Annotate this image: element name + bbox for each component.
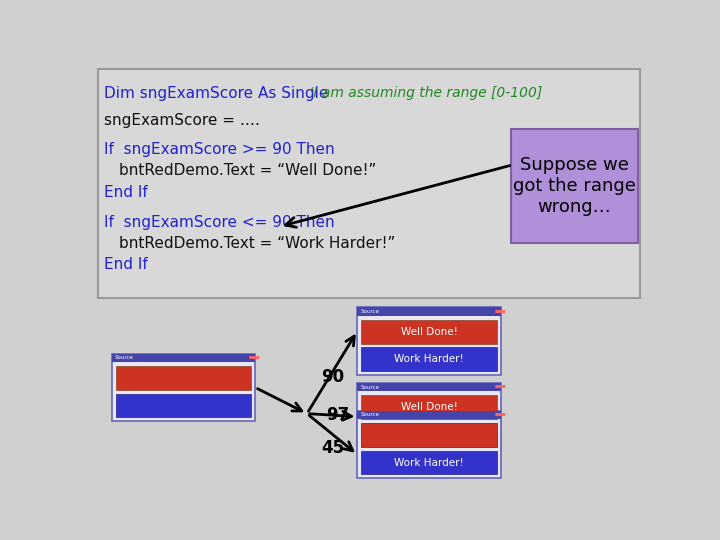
Text: Source: Source bbox=[361, 384, 379, 389]
Text: ■■■: ■■■ bbox=[495, 413, 506, 417]
Text: End If: End If bbox=[104, 257, 148, 272]
Text: Well Done!: Well Done! bbox=[400, 327, 457, 336]
Text: ■■■: ■■■ bbox=[249, 356, 261, 360]
FancyBboxPatch shape bbox=[361, 450, 497, 475]
Text: sngExamScore = ….: sngExamScore = …. bbox=[104, 112, 260, 127]
FancyBboxPatch shape bbox=[361, 423, 497, 447]
FancyBboxPatch shape bbox=[510, 129, 638, 244]
Text: ■■■: ■■■ bbox=[495, 309, 506, 314]
Text: Source: Source bbox=[361, 412, 379, 417]
FancyBboxPatch shape bbox=[361, 320, 497, 343]
FancyBboxPatch shape bbox=[361, 347, 497, 372]
FancyBboxPatch shape bbox=[361, 423, 497, 447]
FancyBboxPatch shape bbox=[112, 354, 255, 421]
Text: 90: 90 bbox=[321, 368, 344, 386]
Text: Work Harder!: Work Harder! bbox=[394, 457, 464, 468]
FancyBboxPatch shape bbox=[357, 307, 500, 375]
Text: Dim sngExamScore As Single: Dim sngExamScore As Single bbox=[104, 86, 333, 102]
FancyBboxPatch shape bbox=[357, 307, 500, 316]
Text: bntRedDemo.Text = “Work Harder!”: bntRedDemo.Text = “Work Harder!” bbox=[120, 236, 396, 251]
Text: ‘I am assuming the range [0-100]: ‘I am assuming the range [0-100] bbox=[310, 86, 543, 100]
FancyBboxPatch shape bbox=[357, 410, 500, 419]
Text: Source: Source bbox=[114, 355, 134, 360]
Text: Work Harder!: Work Harder! bbox=[394, 354, 464, 364]
Text: Well Done!: Well Done! bbox=[400, 402, 457, 412]
FancyBboxPatch shape bbox=[357, 410, 500, 478]
Text: ■■■: ■■■ bbox=[495, 385, 506, 389]
Text: Suppose we
got the range
wrong…: Suppose we got the range wrong… bbox=[513, 156, 636, 216]
Text: If  sngExamScore <= 90 Then: If sngExamScore <= 90 Then bbox=[104, 215, 335, 230]
FancyBboxPatch shape bbox=[98, 69, 640, 298]
Text: Source: Source bbox=[361, 309, 379, 314]
Text: 45: 45 bbox=[321, 439, 344, 457]
Text: 97: 97 bbox=[326, 406, 350, 424]
FancyBboxPatch shape bbox=[361, 395, 497, 419]
FancyBboxPatch shape bbox=[116, 394, 251, 417]
Text: bntRedDemo.Text = “Well Done!”: bntRedDemo.Text = “Well Done!” bbox=[120, 164, 377, 178]
Text: End If: End If bbox=[104, 185, 148, 200]
Text: If  sngExamScore >= 90 Then: If sngExamScore >= 90 Then bbox=[104, 142, 335, 157]
FancyBboxPatch shape bbox=[357, 383, 500, 450]
FancyBboxPatch shape bbox=[116, 366, 251, 390]
FancyBboxPatch shape bbox=[112, 354, 255, 362]
FancyBboxPatch shape bbox=[357, 383, 500, 391]
